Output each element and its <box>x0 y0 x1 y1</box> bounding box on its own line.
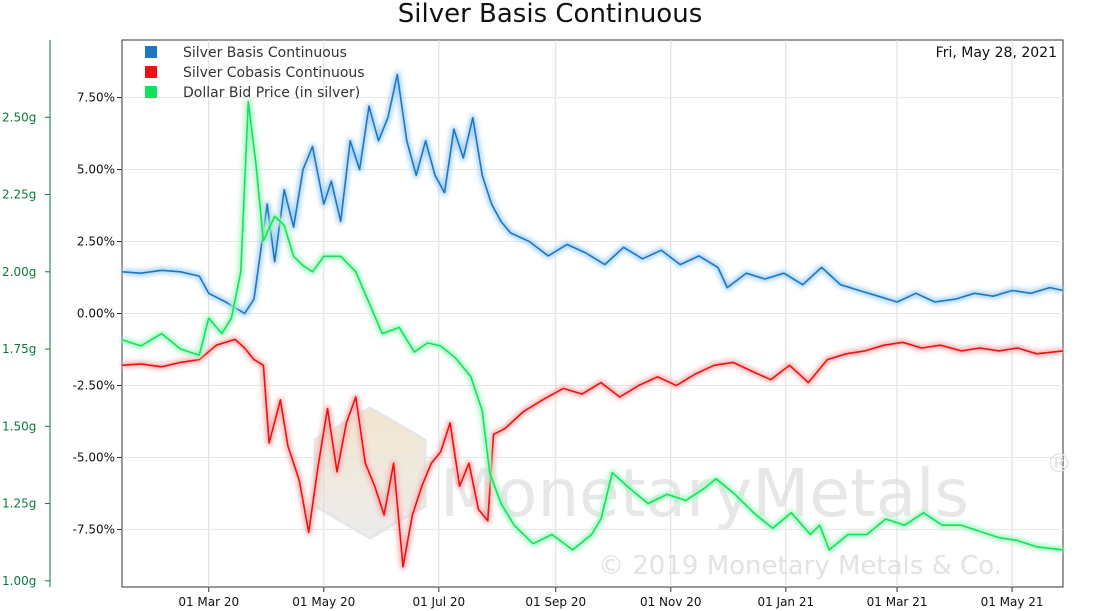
chart-title: Silver Basis Continuous <box>398 0 702 29</box>
y-grams-tick-label: 2.00g <box>2 265 36 279</box>
watermark-registered: ® <box>1046 449 1072 479</box>
series-layer <box>121 71 1064 570</box>
cobasis-line <box>121 338 1064 568</box>
legend-swatch-basis <box>145 46 157 58</box>
legend-label-basis: Silver Basis Continuous <box>183 45 347 61</box>
y-percent-tick-label: 7.50% <box>77 91 115 105</box>
y-grams-tick-label: 1.75g <box>2 342 36 356</box>
x-tick-label: 01 Jul 20 <box>412 595 465 609</box>
legend-swatch-cobasis <box>145 66 157 78</box>
legend-label-dollar: Dollar Bid Price (in silver) <box>183 85 360 101</box>
legend-label-cobasis: Silver Cobasis Continuous <box>183 65 365 81</box>
date-label: Fri, May 28, 2021 <box>936 45 1057 61</box>
x-tick-label: 01 Sep 20 <box>525 595 586 609</box>
y-grams-tick-label: 1.25g <box>2 497 36 511</box>
y-percent-tick-label: -5.00% <box>73 450 115 464</box>
y-percent-tick-label: 2.50% <box>77 235 115 249</box>
x-tick-label: 01 Jan 21 <box>757 595 814 609</box>
watermark-brand: MonetaryMetals <box>440 455 969 532</box>
x-tick-label: 01 Mar 21 <box>867 595 928 609</box>
axes: 01 Mar 20 01 May 20 01 Jul 20 01 Sep 20 01 N… <box>2 40 1044 609</box>
y-grams-tick-label: 2.50g <box>2 110 36 124</box>
y-percent-tick-label: 5.00% <box>77 163 115 177</box>
y-percent-tick-label: 0.00% <box>77 307 115 321</box>
y-grams-tick-label: 1.50g <box>2 419 36 433</box>
legend: Silver Basis Continuous Silver Cobasis C… <box>145 45 365 101</box>
y-percent-tick-label: -2.50% <box>73 378 115 392</box>
x-tick-label: 01 Mar 20 <box>178 595 239 609</box>
y-percent-tick-label: -7.50% <box>73 522 115 536</box>
watermark-copyright: © 2019 Monetary Metals & Co. <box>598 551 1002 581</box>
legend-swatch-dollar <box>145 86 157 98</box>
y-grams-tick-label: 2.25g <box>2 188 36 202</box>
basis-line <box>121 73 1064 315</box>
y-grams-tick-label: 1.00g <box>2 574 36 588</box>
x-tick-label: 01 May 21 <box>981 595 1044 609</box>
dollar-bid-price-line <box>121 101 1064 551</box>
x-tick-label: 01 Nov 20 <box>640 595 702 609</box>
x-tick-label: 01 May 20 <box>292 595 355 609</box>
